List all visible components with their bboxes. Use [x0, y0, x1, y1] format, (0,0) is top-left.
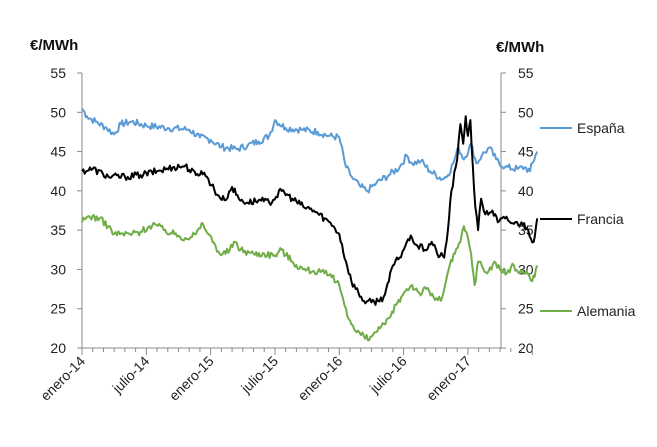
right-y-tick-label: 55 — [518, 65, 534, 81]
legend-label-españa: España — [577, 120, 625, 136]
x-tick-label: julio-16 — [366, 353, 410, 397]
left-y-tick-label: 25 — [50, 301, 66, 317]
right-y-tick-label: 20 — [518, 340, 534, 356]
x-tick-label: julio-14 — [109, 353, 153, 397]
left-y-tick-label: 30 — [50, 261, 66, 277]
legend: España Francia Alemania — [540, 120, 636, 319]
x-tick-label: enero-14 — [37, 353, 88, 404]
left-axis-unit: €/MWh — [30, 37, 78, 54]
right-y-tick-label: 30 — [518, 261, 534, 277]
right-y-tick-label: 25 — [518, 301, 534, 317]
series-line-españa — [81, 107, 539, 194]
legend-label-alemania: Alemania — [577, 303, 636, 319]
left-y-tick-label: 50 — [50, 104, 66, 120]
left-y-tick-label: 35 — [50, 222, 66, 238]
left-y-tick-label: 40 — [50, 183, 66, 199]
x-tick-label: enero-16 — [294, 353, 345, 404]
legend-label-francia: Francia — [577, 211, 624, 227]
left-y-tick-label: 45 — [50, 144, 66, 160]
x-tick-label: enero-15 — [166, 353, 217, 404]
right-y-tick-label: 40 — [518, 183, 534, 199]
x-tick-label: enero-17 — [423, 353, 474, 404]
left-y-tick-label: 55 — [50, 65, 66, 81]
right-axis-unit: €/MWh — [496, 39, 544, 56]
series-lines — [81, 107, 539, 342]
left-y-tick-label: 20 — [50, 340, 66, 356]
x-tick-label: julio-15 — [237, 353, 281, 397]
series-line-alemania — [81, 214, 539, 342]
right-y-tick-label: 50 — [518, 104, 534, 120]
series-line-francia — [81, 115, 539, 306]
right-y-tick-label: 45 — [518, 144, 534, 160]
